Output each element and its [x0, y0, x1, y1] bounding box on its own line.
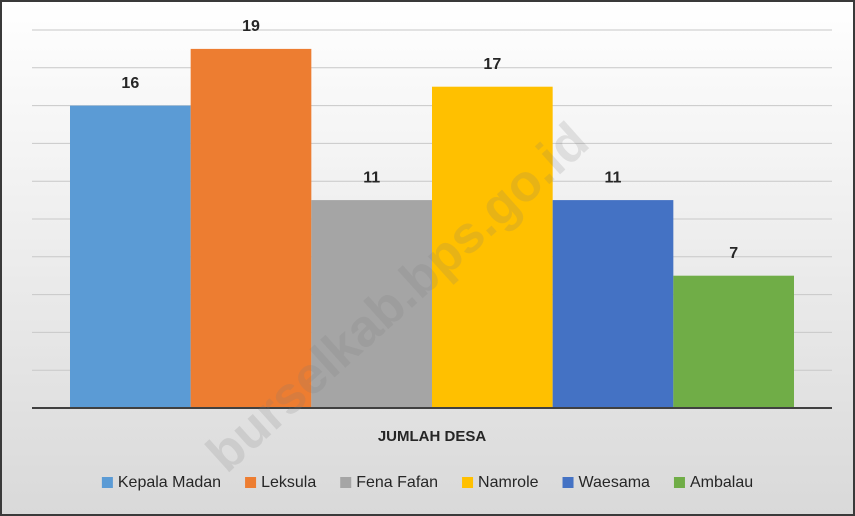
legend-label: Fena Fafan: [356, 474, 438, 491]
data-label: 17: [483, 56, 501, 73]
legend-swatch: [245, 477, 257, 488]
legend-item: Leksula: [245, 474, 316, 491]
legend-swatch: [562, 477, 574, 488]
bar: [190, 48, 312, 409]
data-label: 19: [242, 18, 260, 35]
data-label: 16: [121, 75, 139, 92]
legend-swatch: [673, 477, 685, 488]
legend-swatch: [101, 477, 113, 488]
legend-item: Ambalau: [673, 474, 753, 491]
legend-item: Fena Fafan: [340, 474, 438, 491]
legend-label: Leksula: [261, 474, 316, 491]
legend-label: Ambalau: [690, 474, 753, 491]
bar: [70, 105, 191, 408]
plot-area: 16 19 11 17 11 7 JUMLAH DESA: [32, 18, 832, 445]
bar: [311, 200, 432, 408]
legend-swatch: [462, 477, 474, 488]
bar: [432, 86, 553, 408]
legend-label: Namrole: [478, 474, 539, 491]
legend-item: Waesama: [562, 474, 651, 491]
data-label: 11: [363, 169, 380, 186]
bar: [673, 275, 794, 408]
legend-item: Namrole: [462, 474, 539, 491]
legend-label: Waesama: [579, 474, 651, 491]
data-label: 11: [605, 169, 622, 186]
bar: [552, 200, 674, 408]
x-tick-label: JUMLAH DESA: [378, 428, 487, 445]
legend: Kepala Madan Leksula Fena Fafan Namrole Waes…: [101, 474, 753, 491]
legend-swatch: [340, 477, 352, 488]
data-label: 7: [729, 245, 738, 262]
legend-label: Kepala Madan: [118, 474, 221, 491]
legend-item: Kepala Madan: [101, 474, 221, 491]
